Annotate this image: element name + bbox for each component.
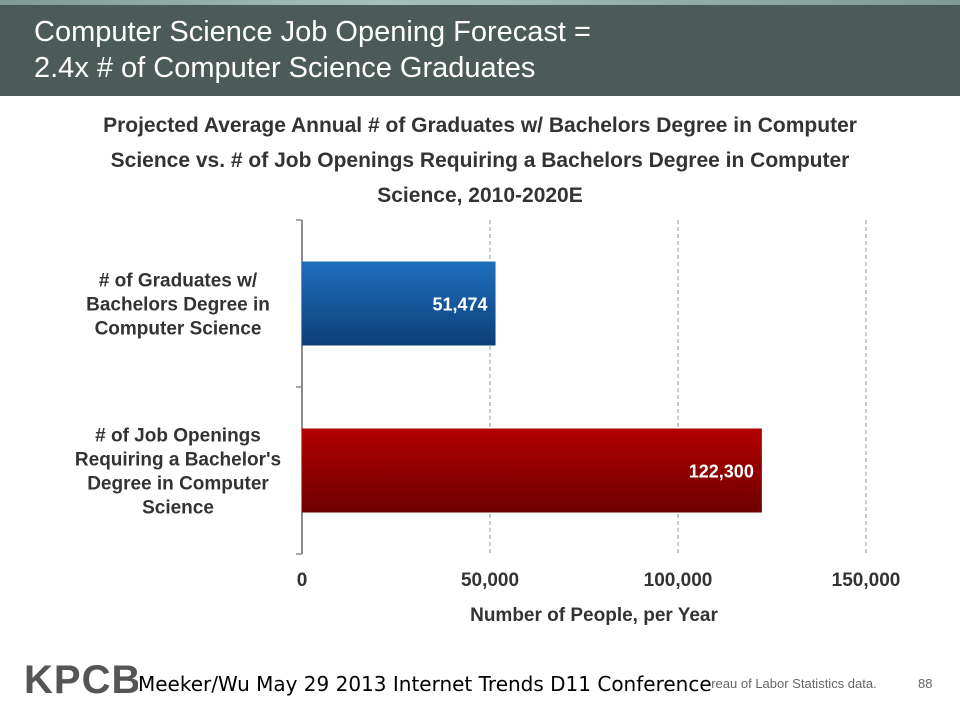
page-number: 88 — [918, 676, 933, 691]
source-note: ureau of Labor Statistics data. — [704, 676, 877, 691]
kpcb-logo: KPCB — [24, 658, 142, 702]
header-stripe — [0, 0, 960, 5]
bar-2 — [302, 428, 762, 513]
category-label: Bachelors Degree in — [86, 295, 270, 316]
category-label: Degree in Computer — [87, 474, 269, 495]
category-label: Requiring a Bachelor's — [75, 450, 281, 471]
chart-title-line-2: Science vs. # of Job Openings Requiring … — [110, 149, 850, 172]
slide-header: Computer Science Job Opening Forecast = … — [0, 0, 960, 96]
slide-title: Computer Science Job Opening Forecast = … — [34, 14, 914, 86]
slide-title-line-1: Computer Science Job Opening Forecast = — [34, 16, 591, 48]
x-tick-label: 100,000 — [644, 570, 713, 591]
bar-1 — [302, 261, 496, 346]
x-tick-label: 150,000 — [832, 570, 901, 591]
chart-title-line-1: Projected Average Annual # of Graduates … — [103, 114, 857, 137]
x-axis-label: Number of People, per Year — [470, 605, 718, 626]
category-label: # of Graduates w/ — [99, 271, 258, 292]
category-label: Science — [142, 498, 214, 519]
category-label: Computer Science — [95, 319, 262, 340]
conference-caption: Meeker/Wu May 29 2013 Internet Trends D1… — [138, 672, 712, 696]
x-tick-label: 50,000 — [461, 570, 519, 591]
x-tick-label: 0 — [297, 570, 308, 591]
category-label: # of Job Openings — [95, 426, 261, 447]
bar-value-label: 51,474 — [432, 295, 487, 315]
chart-title: Projected Average Annual # of Graduates … — [40, 108, 920, 213]
slide-title-line-2: 2.4x # of Computer Science Graduates — [34, 52, 536, 84]
bar-value-label: 122,300 — [689, 462, 754, 482]
chart-title-line-3: Science, 2010-2020E — [377, 184, 583, 207]
